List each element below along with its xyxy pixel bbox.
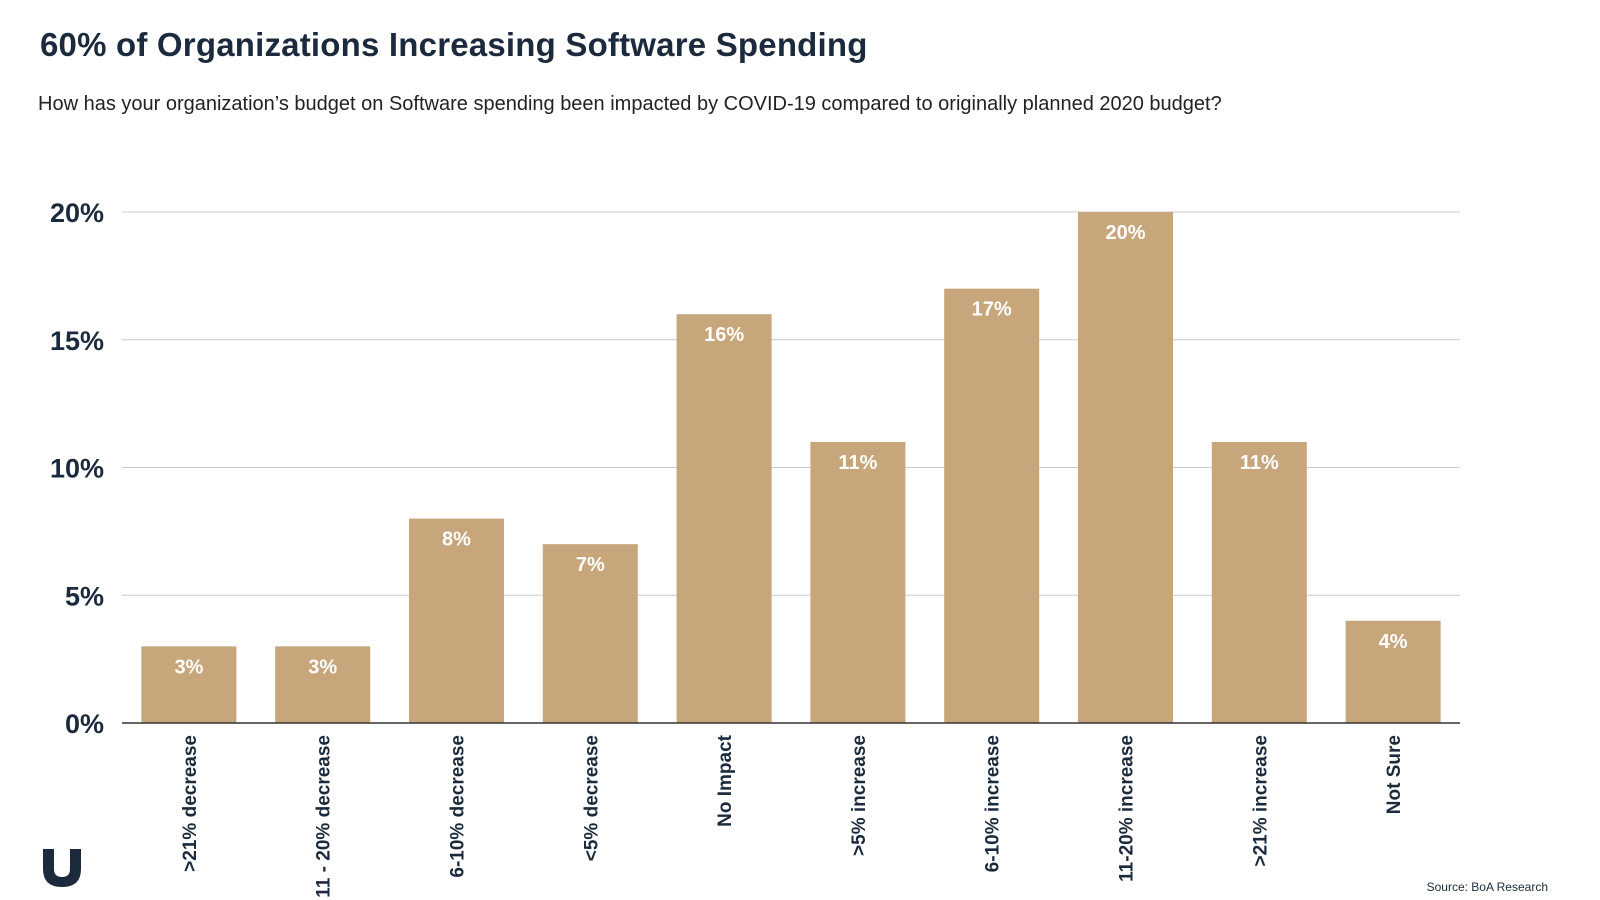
data-label: 20% [1105, 222, 1145, 244]
y-tick-label: 15% [50, 326, 104, 356]
data-label: 16% [704, 324, 744, 346]
bar [141, 646, 237, 723]
x-tick-label: <5% decrease [581, 735, 602, 861]
source-note: Source: BoA Research [1426, 880, 1548, 894]
data-label: 11% [838, 452, 877, 474]
bar [1345, 620, 1441, 723]
bar [676, 314, 772, 723]
data-label: 4% [1379, 631, 1408, 653]
data-label: 3% [174, 656, 203, 678]
x-tick-label: No Impact [715, 734, 736, 827]
chart-title: 60% of Organizations Increasing Software… [40, 26, 868, 63]
x-tick-label: >21% decrease [180, 735, 201, 872]
y-tick-label: 10% [50, 454, 104, 484]
y-tick-label: 5% [65, 581, 104, 611]
x-tick-label: 11-20% increase [1117, 735, 1138, 882]
x-tick-label: 6-10% increase [983, 735, 1004, 872]
bar [810, 441, 906, 723]
bar [1211, 441, 1307, 723]
bar [944, 288, 1040, 723]
x-tick-label: >5% increase [849, 735, 870, 856]
data-label: 8% [442, 529, 471, 551]
x-tick-label: >21% increase [1250, 735, 1271, 867]
bar [275, 646, 371, 723]
y-tick-label: 20% [50, 198, 104, 228]
data-label: 7% [576, 554, 605, 576]
data-label: 17% [972, 299, 1012, 321]
data-label: 11% [1240, 452, 1279, 474]
bar [542, 544, 638, 723]
v-shield-logo-icon [41, 847, 83, 894]
bar [1078, 212, 1173, 723]
x-tick-label: Not Sure [1384, 735, 1405, 814]
y-tick-label: 0% [65, 709, 104, 739]
chart-subtitle: How has your organization’s budget on So… [38, 93, 1222, 115]
x-tick-label: 11 - 20% decrease [314, 735, 335, 898]
data-label: 3% [308, 656, 337, 678]
bar [409, 518, 504, 723]
x-tick-label: 6-10% decrease [448, 735, 469, 878]
